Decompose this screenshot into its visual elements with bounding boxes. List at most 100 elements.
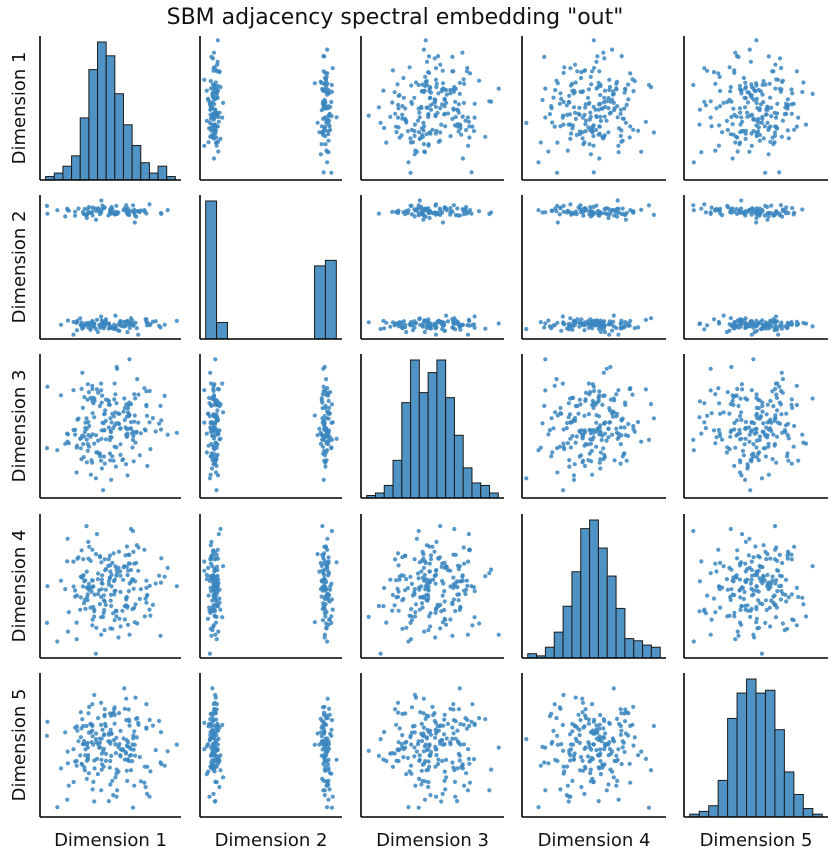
scatter-point [614,426,619,431]
scatter-point [125,410,131,415]
scatter-point [623,86,628,91]
scatter-point [487,571,492,576]
scatter-point [327,712,332,717]
scatter-point [78,753,83,758]
scatter-point [760,403,765,409]
scatter-point [566,122,571,127]
scatter-point [215,110,220,115]
scatter-point [754,210,759,215]
scatter-point [159,556,164,561]
scatter-point [78,710,83,715]
scatter-point [409,83,414,88]
scatter-point [624,102,629,107]
scatter-point [102,599,107,604]
scatter-point [137,453,142,458]
scatter-point [729,364,734,370]
scatter-point [107,739,112,744]
scatter-point [91,604,96,610]
scatter-point [567,464,572,469]
scatter-point [86,539,91,545]
scatter-point [99,314,104,319]
scatter-point [752,330,757,335]
scatter-point [448,134,453,139]
scatter-point [453,212,458,218]
scatter-point [409,742,414,747]
scatter-point [623,400,628,405]
scatter-point [757,132,763,138]
scatter-point [202,720,207,726]
scatter-point [435,319,440,324]
scatter-point [221,410,226,415]
scatter-point [144,413,150,418]
scatter-point [607,720,612,726]
scatter-point [420,212,425,217]
scatter-point [404,208,409,214]
scatter-point [208,765,213,770]
scatter-point [628,124,633,129]
scatter-point [395,586,400,591]
scatter-point [763,454,769,459]
scatter-point [82,597,87,603]
scatter-point [65,559,70,564]
scatter-point [121,577,126,582]
scatter-point [78,607,83,612]
scatter-point [611,414,616,419]
scatter-point [748,488,753,493]
scatter-point [601,370,606,375]
scatter-point [215,59,220,64]
scatter-point [157,573,162,578]
scatter-point [207,120,212,125]
scatter-point [612,398,617,403]
scatter-point [65,431,70,436]
scatter-point [599,106,604,111]
scatter-point [765,552,770,557]
x-axis-label: Dimension 2 [215,830,328,851]
scatter-point [312,742,317,747]
scatter-point [422,578,427,583]
scatter-point [124,595,129,600]
scatter-point [600,325,605,331]
scatter-point [112,381,117,386]
scatter-point [810,564,815,569]
scatter-point [607,420,613,425]
scatter-point [394,722,399,727]
scatter-point [162,393,167,398]
scatter-point [611,89,616,94]
scatter-point [324,621,329,626]
scatter-point [606,215,611,221]
scatter-point [428,321,433,326]
scatter-point [582,463,588,468]
scatter-point [418,136,423,141]
scatter-point [734,433,739,438]
scatter-point [445,111,451,116]
scatter-point [395,700,401,705]
scatter-point [601,322,606,327]
subplot-r5-c1 [39,673,181,818]
scatter-point [405,586,410,591]
histogram-bar [427,372,438,499]
scatter-point [611,775,616,780]
scatter-point [400,104,405,109]
scatter-point [725,127,730,133]
scatter-point [588,110,593,115]
scatter-point [555,140,560,145]
scatter-point [729,114,734,120]
scatter-point [412,614,418,619]
scatter-point [736,633,741,638]
histogram-bar [571,571,582,659]
scatter-point [588,214,594,219]
scatter-point [596,765,601,770]
scatter-point [102,461,107,466]
scatter-point [99,632,104,637]
scatter-point [428,557,434,562]
scatter-point [646,203,652,208]
scatter-point [785,454,790,459]
scatter-point [73,759,78,764]
scatter-point [99,615,104,620]
scatter-point [321,477,326,482]
scatter-point [751,116,756,121]
scatter-point [768,624,773,629]
scatter-point [763,446,768,451]
scatter-point [390,100,395,105]
scatter-point [728,429,733,435]
